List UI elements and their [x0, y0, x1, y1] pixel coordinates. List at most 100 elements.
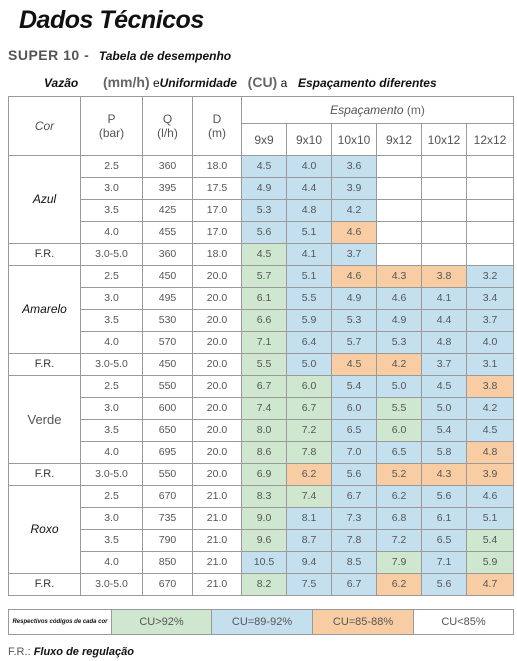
table-row: 3.0 495 20.0 6.1 5.5 4.9 4.6 4.1 3.4 [9, 287, 515, 310]
rate-cell: 8.2 [241, 573, 287, 596]
color-group-verde: Verde [8, 375, 81, 464]
flow-cell: 450 [142, 265, 193, 288]
caption-e: e [152, 76, 160, 90]
rate-cell: 5.3 [241, 199, 287, 222]
flow-cell: 360 [142, 155, 193, 178]
table-row: 3.5 530 20.0 6.6 5.9 5.3 4.9 4.4 3.7 [9, 309, 515, 332]
rate-cell: 4.0 [286, 155, 332, 178]
legend-item: CU<85% [413, 609, 514, 635]
fr-label: F.R. [8, 573, 81, 596]
rate-cell: 7.4 [286, 485, 332, 508]
rate-cell: 5.0 [376, 375, 422, 398]
rate-cell: 3.4 [465, 287, 515, 310]
caption-espacamento: Espaçamento diferentes [297, 76, 437, 90]
rate-cell: 6.0 [286, 375, 332, 398]
rate-cell: 6.5 [331, 419, 377, 442]
rate-cell: 4.9 [241, 177, 287, 200]
fr-row: F.R. 3.0-5.0 670 21.0 8.2 7.5 6.7 6.2 5.6 4.7 [8, 573, 515, 596]
flow-cell: 570 [142, 331, 193, 354]
rate-cell [421, 177, 467, 200]
rate-cell [376, 243, 422, 266]
rate-cell: 4.9 [331, 287, 377, 310]
rate-cell: 4.6 [465, 485, 515, 508]
rate-cell [421, 199, 467, 222]
flow-cell: 850 [142, 551, 193, 574]
rate-cell: 7.2 [376, 529, 422, 552]
header-p-label: P [107, 112, 116, 126]
diameter-cell: 20.0 [192, 463, 242, 486]
header-cor: Cor [8, 96, 81, 156]
header-spacing-9x12: 9x12 [376, 123, 422, 156]
rate-cell [421, 243, 467, 266]
header-spacing-10x10: 10x10 [331, 123, 377, 156]
pressure-cell: 3.0-5.0 [80, 573, 143, 596]
rate-cell: 7.0 [331, 441, 377, 464]
caption-uniformidade: Uniformidade [159, 76, 237, 90]
footer-text: Fluxo de regulação [33, 646, 134, 658]
rate-cell: 4.7 [465, 573, 515, 596]
rate-cell: 6.1 [421, 507, 467, 530]
header-p: P (bar) [80, 96, 143, 156]
table-row: 3.0 600 20.0 7.4 6.7 6.0 5.5 5.0 4.2 [9, 397, 515, 420]
rate-cell: 4.2 [331, 199, 377, 222]
diameter-cell: 21.0 [192, 551, 242, 574]
diameter-cell: 18.0 [192, 243, 242, 266]
rate-cell: 8.6 [241, 441, 287, 464]
pressure-cell: 4.0 [80, 331, 143, 354]
rate-cell [465, 155, 515, 178]
rate-cell: 6.9 [241, 463, 287, 486]
performance-table: Cor P (bar) Q (l/h) D (m) Espaçamento (m… [8, 96, 515, 596]
footer-note: F.R.: Fluxo de regulação [8, 646, 134, 658]
rate-cell: 3.9 [465, 463, 515, 486]
rate-cell: 4.3 [376, 265, 422, 288]
pressure-cell: 4.0 [80, 441, 143, 464]
rate-cell: 3.1 [465, 353, 515, 376]
header-spacing-9x10: 9x10 [286, 123, 332, 156]
rate-cell: 6.6 [241, 309, 287, 332]
diameter-cell: 17.0 [192, 221, 242, 244]
table-caption: Vazão (mm/h) eUniformidade (CU) a Espaça… [44, 74, 437, 90]
pressure-cell: 3.0-5.0 [80, 243, 143, 266]
rate-cell: 6.5 [376, 441, 422, 464]
rate-cell: 6.5 [421, 529, 467, 552]
rate-cell: 7.3 [331, 507, 377, 530]
header-spacing-10x12: 10x12 [421, 123, 467, 156]
table-row: 4.0 695 20.0 8.6 7.8 7.0 6.5 5.8 4.8 [9, 441, 515, 464]
diameter-cell: 17.0 [192, 199, 242, 222]
diameter-cell: 21.0 [192, 573, 242, 596]
rate-cell: 5.2 [376, 463, 422, 486]
flow-cell: 455 [142, 221, 193, 244]
rate-cell: 4.0 [465, 331, 515, 354]
pressure-cell: 2.5 [80, 485, 143, 508]
pressure-cell: 3.0 [80, 507, 143, 530]
table-row: Roxo 2.5 670 21.0 8.3 7.4 6.7 6.2 5.6 4.6 [8, 485, 515, 574]
rate-cell [421, 221, 467, 244]
flow-cell: 550 [142, 375, 193, 398]
rate-cell: 3.9 [331, 177, 377, 200]
rate-cell: 6.2 [376, 485, 422, 508]
rate-cell: 6.0 [331, 397, 377, 420]
table-row: Azul 2.5 360 18.0 4.5 4.0 3.6 [8, 155, 515, 244]
rate-cell: 10.5 [241, 551, 287, 574]
rate-cell: 6.7 [331, 573, 377, 596]
rate-cell: 7.1 [241, 331, 287, 354]
table-row: 4.0 455 17.0 5.6 5.1 4.6 [9, 221, 515, 244]
rate-cell: 4.1 [286, 243, 332, 266]
rate-cell: 8.5 [331, 551, 377, 574]
rate-cell: 4.3 [421, 463, 467, 486]
rate-cell: 5.3 [331, 309, 377, 332]
rate-cell: 4.6 [331, 265, 377, 288]
model-name: SUPER 10 - [8, 47, 90, 63]
rate-cell: 4.5 [241, 155, 287, 178]
table-row: 3.5 425 17.0 5.3 4.8 4.2 [9, 199, 515, 222]
pressure-cell: 2.5 [80, 265, 143, 288]
pressure-cell: 2.5 [80, 375, 143, 398]
header-d: D (m) [192, 96, 242, 156]
legend-item: CU>92% [111, 609, 212, 635]
rate-cell: 6.2 [286, 463, 332, 486]
rate-cell [376, 177, 422, 200]
rate-cell: 3.8 [465, 375, 515, 398]
rate-cell [465, 243, 515, 266]
flow-cell: 450 [142, 353, 193, 376]
rate-cell: 6.4 [286, 331, 332, 354]
